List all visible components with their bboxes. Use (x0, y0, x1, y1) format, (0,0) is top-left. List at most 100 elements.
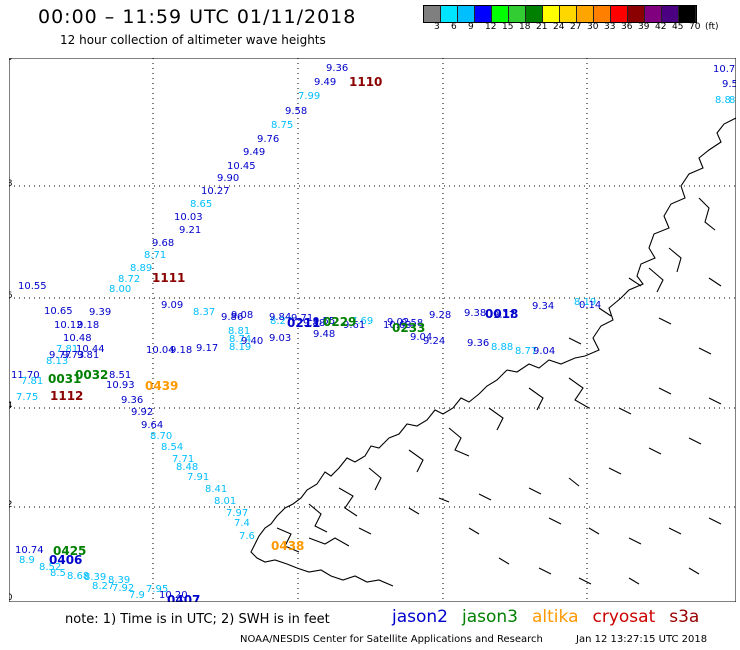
coastline-segment (276, 527, 350, 553)
colorbar-swatch (560, 6, 577, 22)
wave-height-value: 8.89 (130, 263, 152, 274)
colorbar-swatch (628, 6, 645, 22)
wave-height-value: 9.76 (257, 134, 279, 145)
colorbar-label: 36 (621, 22, 633, 32)
wave-height-value: 7.95 (146, 584, 168, 595)
wave-height-value: 9.09 (161, 300, 183, 311)
wave-height-value: 7.97 (226, 508, 248, 519)
wave-height-value: 8.39 (84, 572, 106, 583)
units-note: note: 1) Time is in UTC; 2) SWH is in fe… (65, 612, 330, 627)
wave-height-value: 8.01 (214, 496, 236, 507)
colorbar-swatch (458, 6, 475, 22)
wave-height-value: 7.81 (56, 344, 78, 355)
map-frame (9, 58, 736, 602)
wave-height-value: 9.08 (231, 310, 253, 321)
wave-height-value: 8.65 (190, 199, 212, 210)
wave-height-value: 8.8 (715, 95, 731, 106)
colorbar (423, 5, 697, 23)
colorbar-swatch (611, 6, 628, 22)
lat-tick-label: 66 (9, 291, 13, 301)
pass-time-label: 0031 (48, 372, 81, 386)
wave-height-value: 9.24 (423, 336, 445, 347)
colorbar-label: 45 (672, 22, 684, 32)
wave-height-value: 8.61 (9, 58, 31, 61)
wave-height-value: 8.9 (729, 95, 736, 106)
wave-height-value: 9.03 (269, 333, 291, 344)
pass-time-label: 1110 (349, 75, 382, 89)
wave-height-value: 10.63 (383, 320, 412, 331)
footer: NOAA/NESDIS Center for Satellite Applica… (240, 634, 707, 645)
colorbar-swatch (475, 6, 492, 22)
wave-height-value: 11.70 (11, 370, 40, 381)
wave-height-value: 8.37 (193, 307, 215, 318)
wave-height-map: 70686664626003691215 9.369.497.999.588.7… (9, 58, 736, 602)
coastline-segment (568, 277, 722, 355)
pass-time-label: 0425 (53, 544, 86, 558)
wave-height-value: 9.36 (121, 395, 143, 406)
lat-tick-label: 60 (9, 593, 13, 602)
pass-time-label: 0211 (287, 316, 320, 330)
colorbar-swatch (662, 6, 679, 22)
wave-height-value: 8.72 (118, 274, 140, 285)
pass-time-label: 1112 (50, 389, 83, 403)
colorbar-swatch (492, 6, 509, 22)
lat-lon-grid (9, 58, 736, 602)
colorbar-label: 70 (689, 22, 701, 32)
wave-height-value: 7.6 (239, 531, 255, 542)
wave-height-value: 9.04 (410, 332, 432, 343)
colorbar-label: 39 (638, 22, 650, 32)
wave-height-value: 9.73 (62, 350, 84, 361)
wave-height-value: 7.4 (234, 518, 250, 529)
colorbar-label: 30 (587, 22, 599, 32)
page-title: 00:00 – 11:59 UTC 01/11/2018 (38, 6, 357, 28)
coastline-segment (368, 427, 470, 491)
colorbar-swatch (509, 6, 526, 22)
wave-height-value: 10.93 (106, 380, 135, 391)
wave-height-value: 8.68 (67, 571, 89, 582)
wave-height-value: 10.74 (15, 545, 44, 556)
wave-height-value: 8.70 (150, 431, 172, 442)
wave-height-value: 9.77 (49, 350, 71, 361)
colorbar-swatch (441, 6, 458, 22)
wave-height-value: 8.9 (19, 555, 35, 566)
wave-height-value: 10.20 (159, 590, 188, 601)
wave-height-value: 7.71 (172, 454, 194, 465)
coastline-segment (358, 507, 480, 535)
wave-height-value: 7.92 (112, 583, 134, 594)
wave-height-value: 8.41 (205, 484, 227, 495)
wave-height-value: 9.68 (152, 238, 174, 249)
coastline-segment (618, 387, 722, 455)
legend-item-altika: altika (532, 607, 579, 627)
wave-height-value: 10.04 (146, 345, 175, 356)
pass-time-label: 0018 (485, 307, 518, 321)
colorbar-label: 21 (536, 22, 548, 32)
colorbar-label: 9 (468, 22, 474, 32)
wave-height-value: 9.21 (179, 225, 201, 236)
colorbar-label: 24 (553, 22, 565, 32)
colorbar-label: 42 (655, 22, 667, 32)
wave-height-value: 8.74 (229, 334, 251, 345)
lat-tick-label: 62 (9, 500, 12, 510)
coastline-segment (506, 297, 622, 373)
wave-height-value: 9.36 (467, 338, 489, 349)
coastline-segment (284, 437, 390, 509)
wave-height-value: 7.91 (187, 472, 209, 483)
colorbar-swatch (679, 6, 696, 22)
colorbar-swatch (645, 6, 662, 22)
wave-height-value: 10.44 (76, 344, 105, 355)
wave-height-value: 11.51 (9, 58, 38, 61)
wave-height-value: 9.04 (533, 346, 555, 357)
wave-height-value: 7.81 (21, 376, 43, 387)
wave-height-value: 8.19 (229, 342, 251, 353)
lat-tick-label: 64 (9, 401, 13, 411)
wave-height-value: 8.81 (228, 326, 250, 337)
wave-height-value: 10.27 (201, 186, 230, 197)
colorbar-swatch (594, 6, 611, 22)
wave-height-value: 8.27 (270, 316, 292, 327)
coastline-segment (250, 507, 298, 569)
wave-height-value: 8.75 (271, 120, 293, 131)
wave-height-value: 9.08 (9, 58, 31, 61)
wave-height-value: 8.77 (515, 346, 537, 357)
